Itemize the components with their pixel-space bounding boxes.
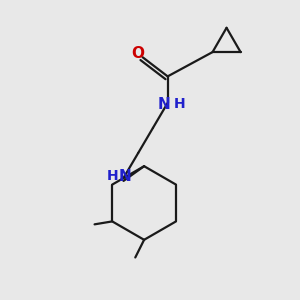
Text: N: N [158, 97, 170, 112]
Text: O: O [131, 46, 144, 61]
Text: N: N [118, 169, 131, 184]
Text: H: H [106, 169, 118, 184]
Text: H: H [174, 98, 186, 111]
